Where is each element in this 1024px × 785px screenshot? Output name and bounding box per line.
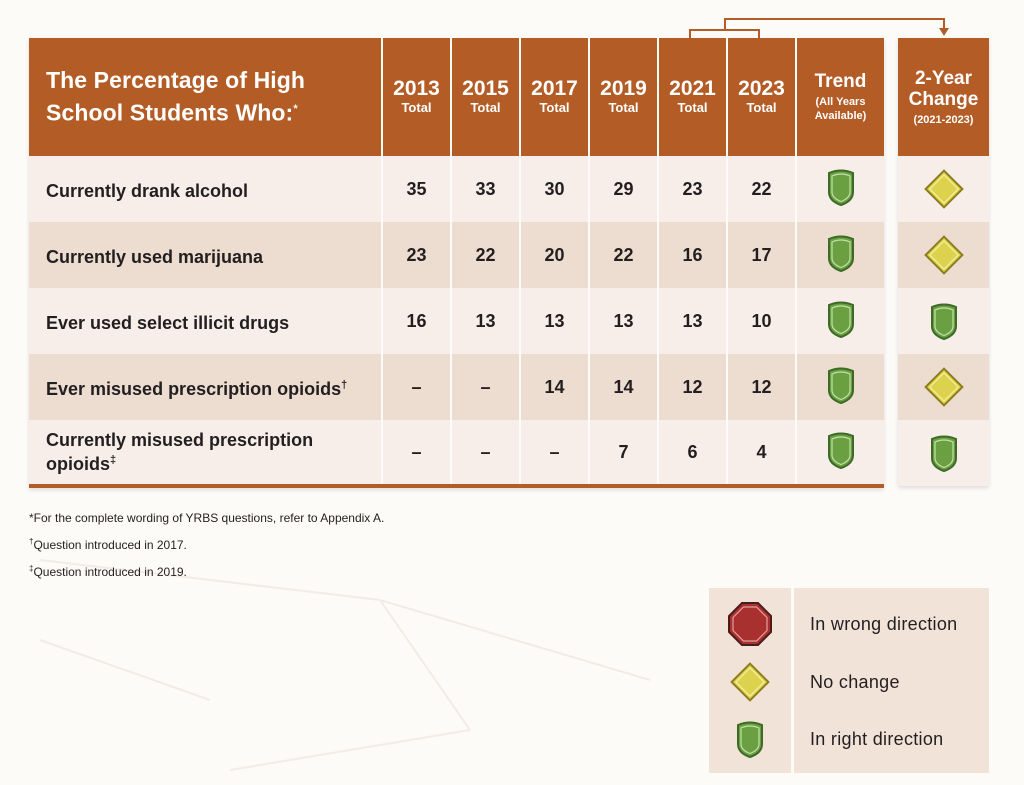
value-cell: – (381, 420, 451, 488)
trend-icon (826, 366, 856, 404)
row-label: Currently drank alcohol (29, 156, 382, 222)
value-cell: 33 (450, 156, 520, 222)
value-cell: 22 (588, 222, 658, 288)
value-cell: 6 (657, 420, 727, 488)
legend-item-no-change: No change (709, 654, 989, 710)
trend-cell (795, 222, 884, 288)
trend-icon (826, 300, 856, 338)
legend-divider (791, 588, 794, 773)
change-icon (929, 434, 959, 473)
value-cell: 13 (588, 288, 658, 354)
value-cell: 14 (519, 354, 589, 420)
table-row: Ever used select illicit drugs 16 13 13 … (29, 288, 884, 354)
row-label: Ever misused prescription opioids† (29, 354, 382, 420)
row-label: Ever used select illicit drugs (29, 288, 382, 354)
trend-cell (795, 420, 884, 488)
row-label: Currently used marijuana (29, 222, 382, 288)
shield-icon (735, 720, 765, 759)
value-cell: 7 (588, 420, 658, 488)
value-cell: 35 (381, 156, 451, 222)
column-header: 2017 Total (519, 38, 589, 156)
change-icon (922, 167, 966, 211)
value-cell: 22 (726, 156, 796, 222)
value-cell: 13 (657, 288, 727, 354)
footnote-2017: †Question introduced in 2017. (29, 537, 187, 552)
trend-cell (795, 156, 884, 222)
change-cell (898, 354, 989, 420)
trend-icon (826, 234, 856, 272)
value-cell: 12 (726, 354, 796, 420)
comparison-arrow-icon (689, 18, 949, 38)
column-header: 2019 Total (588, 38, 658, 156)
value-cell: 14 (588, 354, 658, 420)
value-cell: 16 (657, 222, 727, 288)
value-cell: 16 (381, 288, 451, 354)
value-cell: – (450, 354, 520, 420)
value-cell: 10 (726, 288, 796, 354)
value-cell: 13 (450, 288, 520, 354)
diamond-icon (728, 660, 772, 704)
table-row: Currently used marijuana 23 22 20 22 16 … (29, 222, 884, 288)
footnote-2019: ‡Question introduced in 2019. (29, 564, 187, 579)
change-icon (922, 365, 966, 409)
table-row: Ever misused prescription opioids† – – 1… (29, 354, 884, 420)
two-year-change-column: 2-Year Change (2021-2023) (898, 38, 989, 486)
row-label: Currently misused prescription opioids‡ (29, 420, 382, 488)
column-header: 2015 Total (450, 38, 520, 156)
legend-item-right: In right direction (709, 711, 989, 767)
change-cell (898, 156, 989, 222)
data-table: The Percentage of High School Students W… (29, 38, 884, 488)
change-header: 2-Year Change (2021-2023) (898, 38, 989, 156)
trend-icon (826, 168, 856, 206)
value-cell: 30 (519, 156, 589, 222)
value-cell: 13 (519, 288, 589, 354)
column-header: 2013 Total (381, 38, 451, 156)
legend-item-wrong: In wrong direction (709, 596, 989, 652)
legend-label-right: In right direction (810, 728, 944, 749)
table-row: Currently misused prescription opioids‡ … (29, 420, 884, 488)
footnote-appendix: *For the complete wording of YRBS questi… (29, 511, 385, 525)
change-cell (898, 288, 989, 354)
trend-cell (795, 288, 884, 354)
column-header: 2021 Total (657, 38, 727, 156)
change-cell (898, 420, 989, 486)
change-cell (898, 222, 989, 288)
footnotes: *For the complete wording of YRBS questi… (29, 506, 384, 584)
value-cell: 12 (657, 354, 727, 420)
change-icon (922, 233, 966, 277)
value-cell: 23 (381, 222, 451, 288)
column-header: 2023 Total (726, 38, 796, 156)
trend-header: Trend (All Years Available) (795, 38, 884, 156)
legend-label-no-change: No change (810, 671, 900, 692)
value-cell: – (519, 420, 589, 488)
trend-icon (826, 431, 856, 469)
value-cell: 29 (588, 156, 658, 222)
legend-label-wrong: In wrong direction (810, 613, 958, 634)
table-title: The Percentage of High School Students W… (29, 38, 382, 156)
octagon-icon (726, 600, 774, 648)
value-cell: 22 (450, 222, 520, 288)
table-row: Currently drank alcohol 35 33 30 29 23 2… (29, 156, 884, 222)
legend: In wrong direction No change In right di… (709, 588, 989, 773)
value-cell: – (381, 354, 451, 420)
trend-cell (795, 354, 884, 420)
value-cell: 20 (519, 222, 589, 288)
value-cell: 4 (726, 420, 796, 488)
value-cell: 17 (726, 222, 796, 288)
value-cell: 23 (657, 156, 727, 222)
value-cell: – (450, 420, 520, 488)
change-icon (929, 302, 959, 341)
